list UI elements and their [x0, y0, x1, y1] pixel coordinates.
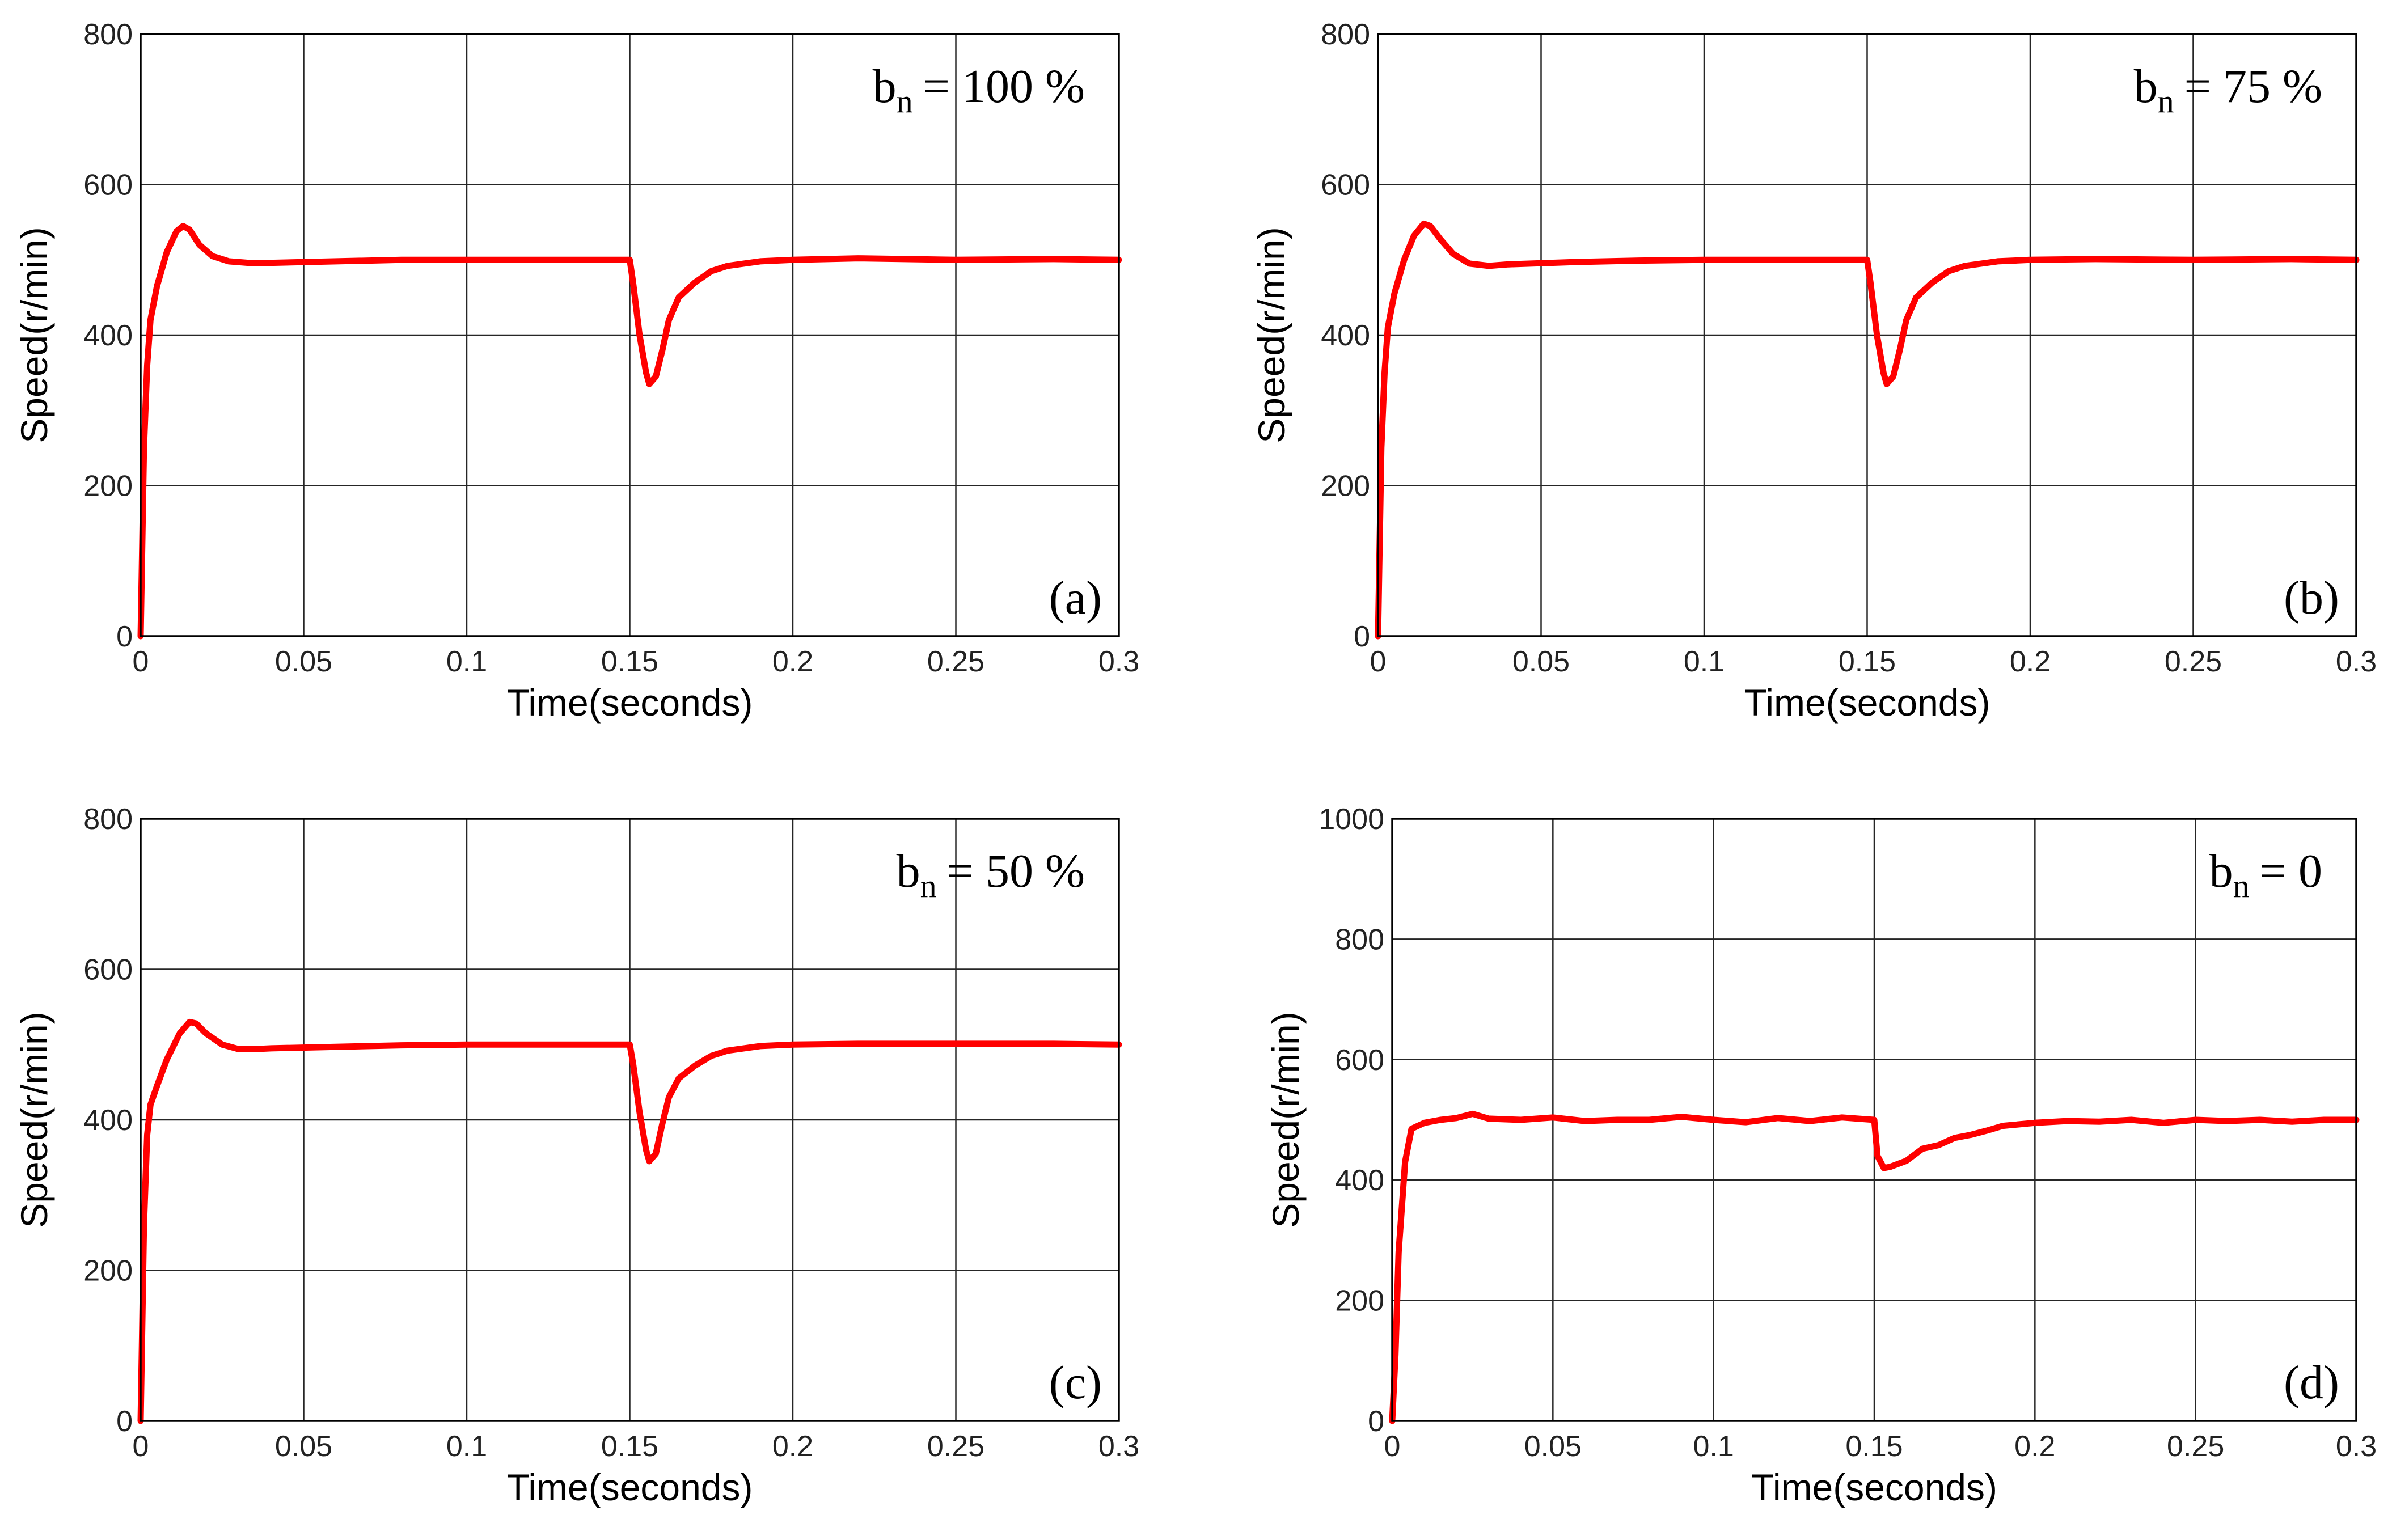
x-tick-label: 0.25: [2165, 645, 2222, 678]
y-tick-label: 800: [1335, 923, 1384, 956]
x-tick-label: 0.15: [601, 645, 658, 678]
y-tick-label: 0: [1354, 620, 1370, 653]
x-tick-label: 0.25: [927, 645, 984, 678]
speed-series-line: [137, 1018, 1122, 1424]
x-tick-label: 0.2: [772, 1430, 813, 1463]
x-tick-label: 0.05: [275, 645, 332, 678]
x-tick-label: 0.05: [1512, 645, 1570, 678]
annotation-value: = 75 %: [2184, 60, 2322, 113]
x-tick-label: 0.15: [601, 1430, 658, 1463]
x-tick-label: 0.25: [2167, 1430, 2224, 1463]
plot-frame: [1377, 33, 2357, 637]
y-tick-label: 1000: [1318, 803, 1384, 836]
x-tick-label: 0.2: [2010, 645, 2051, 678]
y-axis-label: Speed(r/min): [1250, 227, 1292, 443]
y-tick-label: 200: [83, 1255, 133, 1288]
annotation-variable: b: [2209, 845, 2233, 898]
x-tick-label: 0.1: [446, 1430, 487, 1463]
y-tick-label: 600: [1321, 169, 1370, 202]
x-tick-label: 0.3: [1098, 645, 1139, 678]
y-tick-label: 400: [1321, 319, 1370, 352]
x-axis-label: Time(seconds): [507, 1466, 753, 1508]
plot-frame: [1391, 818, 2357, 1422]
y-tick-label: 800: [83, 18, 133, 51]
y-tick-label: 200: [1335, 1285, 1384, 1318]
y-tick-label: 600: [83, 169, 133, 202]
annotation-subscript: n: [920, 868, 937, 904]
x-tick-label: 0.1: [446, 645, 487, 678]
x-tick-label: 0.15: [1839, 645, 1896, 678]
y-tick-label: 400: [83, 319, 133, 352]
plot-frame: [140, 33, 1120, 637]
y-tick-label: 600: [83, 954, 133, 987]
y-tick-label: 600: [1335, 1044, 1384, 1077]
x-tick-label: 0: [133, 645, 149, 678]
x-tick-label: 0.1: [1693, 1430, 1734, 1463]
annotation-variable: b: [873, 60, 897, 113]
chart-panel-b: 0 0.05 0.1 0.15 0.2 0.25 0.3 0 200 400 600 800 Time(…: [1250, 18, 2377, 724]
y-tick-label: 400: [1335, 1164, 1384, 1197]
annotation-variable: b: [897, 845, 920, 898]
annotation-variable: b: [2134, 60, 2158, 113]
x-tick-label: 0: [1384, 1430, 1401, 1463]
x-axis-label: Time(seconds): [1744, 682, 1990, 724]
x-tick-label: 0.3: [1098, 1430, 1139, 1463]
bn-annotation: bn = 75 %: [2134, 60, 2322, 120]
x-tick-label: 0.1: [1684, 645, 1725, 678]
chart-panel-a: 0 0.05 0.1 0.15 0.2 0.25 0.3 0 200 400 600 800 Time(…: [13, 18, 1139, 724]
x-axis-label: Time(seconds): [1751, 1466, 1997, 1508]
panel-label: (a): [1049, 572, 1102, 624]
speed-series-line: [1375, 221, 2360, 640]
y-tick-label: 0: [116, 620, 133, 653]
x-tick-label: 0: [1370, 645, 1387, 678]
y-axis-label: Speed(r/min): [13, 227, 55, 443]
y-tick-label: 200: [83, 470, 133, 503]
x-axis-label: Time(seconds): [507, 682, 753, 724]
y-tick-label: 400: [83, 1104, 133, 1137]
panel-label: (d): [2284, 1356, 2339, 1409]
y-tick-label: 800: [83, 803, 133, 836]
x-tick-label: 0.3: [2336, 645, 2377, 678]
y-tick-label: 0: [116, 1405, 133, 1438]
x-tick-label: 0.2: [772, 645, 813, 678]
x-tick-label: 0.05: [1524, 1430, 1582, 1463]
annotation-subscript: n: [2233, 868, 2250, 904]
speed-series-line: [137, 223, 1122, 640]
y-tick-label: 800: [1321, 18, 1370, 51]
bn-annotation: bn = 100 %: [873, 60, 1085, 120]
panel-label: (b): [2284, 572, 2339, 624]
y-axis-label: Speed(r/min): [13, 1012, 55, 1228]
chart-panel-d: 0 0.05 0.1 0.15 0.2 0.25 0.3 0 200 400 600 800 1000 T…: [1265, 803, 2377, 1508]
x-tick-label: 0: [133, 1430, 149, 1463]
y-axis-label: Speed(r/min): [1265, 1012, 1307, 1228]
x-tick-label: 0.2: [2014, 1430, 2055, 1463]
x-tick-label: 0.15: [1845, 1430, 1903, 1463]
panel-label: (c): [1049, 1356, 1102, 1409]
y-tick-label: 0: [1368, 1405, 1384, 1438]
annotation-value: = 0: [2260, 845, 2322, 898]
annotation-subscript: n: [897, 83, 913, 120]
chart-panel-c: 0 0.05 0.1 0.15 0.2 0.25 0.3 0 200 400 600 800 Time(…: [13, 803, 1139, 1508]
bn-annotation: bn = 0: [2209, 845, 2322, 904]
plot-frame: [140, 818, 1120, 1422]
annotation-value: = 100 %: [923, 60, 1085, 113]
y-tick-label: 200: [1321, 470, 1370, 503]
annotation-value: = 50 %: [947, 845, 1085, 898]
annotation-subscript: n: [2158, 83, 2174, 120]
speed-series-line: [1389, 1110, 2360, 1424]
x-tick-label: 0.3: [2336, 1430, 2377, 1463]
x-tick-label: 0.05: [275, 1430, 332, 1463]
x-tick-label: 0.25: [927, 1430, 984, 1463]
bn-annotation: bn = 50 %: [897, 845, 1085, 904]
